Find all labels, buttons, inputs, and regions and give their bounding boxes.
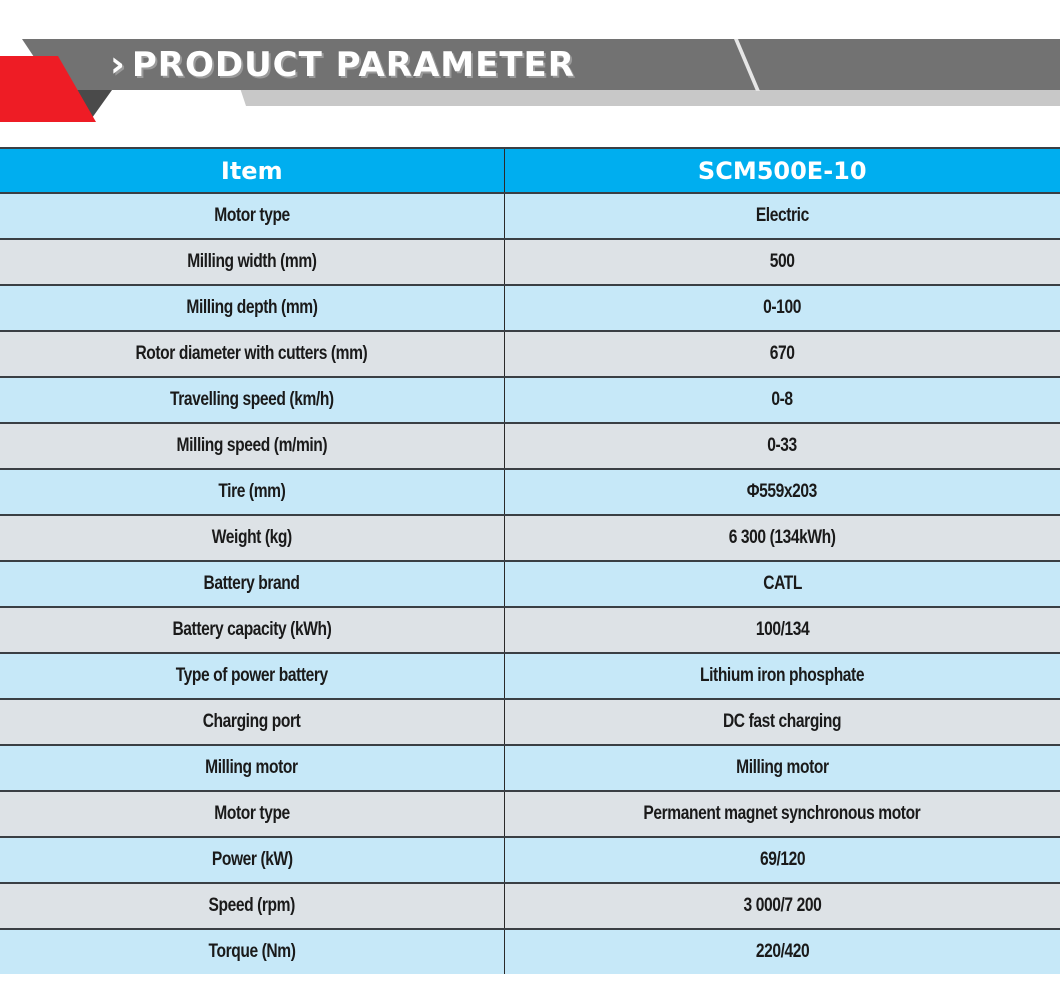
item-cell: Power (kW) [0,836,505,883]
value-cell: DC fast charging [504,698,1060,745]
value-cell: CATL [504,560,1060,607]
column-header-model: SCM500E-10 [504,147,1060,193]
table-row: Charging port DC fast charging [0,698,1060,745]
chevron-right-icon: › [110,44,126,85]
item-cell: Motor type [0,790,505,837]
value-cell: 0-100 [504,284,1060,331]
item-cell: Charging port [0,698,505,745]
item-cell: Milling depth (mm) [0,284,505,331]
item-cell: Milling speed (m/min) [0,422,505,469]
item-cell: Torque (Nm) [0,928,505,974]
value-cell: 100/134 [504,606,1060,653]
value-cell: 6 300 (134kWh) [504,514,1060,561]
value-cell: 670 [504,330,1060,377]
value-cell: Permanent magnet synchronous motor [504,790,1060,837]
value-cell: 0-8 [504,376,1060,423]
item-cell: Type of power battery [0,652,505,699]
table-row: Milling speed (m/min) 0-33 [0,422,1060,469]
product-parameter-table: Item SCM500E-10 Motor type Electric Milli… [0,147,1060,974]
table-row: Tire (mm) Φ559x203 [0,468,1060,515]
item-cell: Battery capacity (kWh) [0,606,505,653]
value-cell: 500 [504,238,1060,285]
item-cell: Tire (mm) [0,468,505,515]
table-row: Type of power battery Lithium iron phosph… [0,652,1060,699]
table-row: Battery capacity (kWh) 100/134 [0,606,1060,653]
value-cell: 220/420 [504,928,1060,974]
table-row: Weight (kg) 6 300 (134kWh) [0,514,1060,561]
item-cell: Milling motor [0,744,505,791]
item-cell: Weight (kg) [0,514,505,561]
table-row: Motor type Permanent magnet synchronous m… [0,790,1060,837]
banner-title: › PRODUCT PARAMETER [110,42,575,88]
value-cell: 0-33 [504,422,1060,469]
item-cell: Motor type [0,192,505,239]
table-row: Travelling speed (km/h) 0-8 [0,376,1060,423]
table-row: Milling depth (mm) 0-100 [0,284,1060,331]
value-cell: Milling motor [504,744,1060,791]
item-cell: Rotor diameter with cutters (mm) [0,330,505,377]
item-cell: Travelling speed (km/h) [0,376,505,423]
item-cell: Milling width (mm) [0,238,505,285]
value-cell: Electric [504,192,1060,239]
section-banner: › PRODUCT PARAMETER [0,0,1060,130]
table-row: Motor type Electric [0,192,1060,239]
table-row: Milling motor Milling motor [0,744,1060,791]
banner-title-text: PRODUCT PARAMETER [131,45,575,85]
item-cell: Speed (rpm) [0,882,505,929]
item-cell: Battery brand [0,560,505,607]
value-cell: Φ559x203 [504,468,1060,515]
table-row: Torque (Nm) 220/420 [0,928,1060,974]
column-header-item: Item [0,147,505,193]
value-cell: 3 000/7 200 [504,882,1060,929]
table-header-row: Item SCM500E-10 [0,147,1060,193]
table-row: Milling width (mm) 500 [0,238,1060,285]
table-row: Power (kW) 69/120 [0,836,1060,883]
table-row: Battery brand CATL [0,560,1060,607]
value-cell: Lithium iron phosphate [504,652,1060,699]
banner-graphic [0,39,1060,122]
table-row: Speed (rpm) 3 000/7 200 [0,882,1060,929]
value-cell: 69/120 [504,836,1060,883]
table-row: Rotor diameter with cutters (mm) 670 [0,330,1060,377]
